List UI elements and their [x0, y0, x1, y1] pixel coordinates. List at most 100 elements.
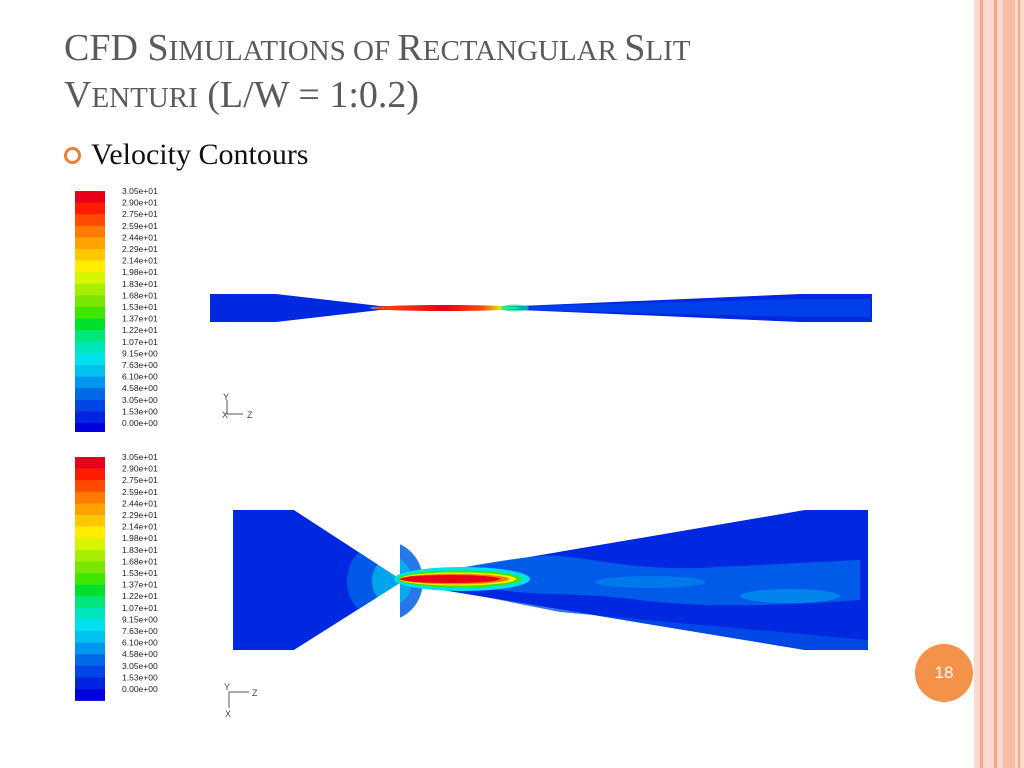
legend-label: 3.05e+00 [122, 661, 158, 671]
jet-core-top [370, 305, 520, 311]
title-line-1: CFD SIMULATIONS OF RECTANGULAR SLIT [64, 27, 691, 69]
legend-label: 2.29e+01 [122, 244, 158, 254]
legend-swatch [75, 491, 105, 504]
legend-swatch [75, 423, 105, 432]
legend-label: 7.63e+00 [122, 626, 158, 636]
legend-label: 4.58e+00 [122, 383, 158, 393]
legend-label: 9.15e+00 [122, 614, 158, 624]
page-number: 18 [934, 663, 954, 682]
bullet-item: Velocity Contours [64, 138, 309, 172]
legend-label: 6.10e+00 [122, 372, 158, 382]
legend-swatch [75, 538, 105, 551]
legend-label: 3.05e+00 [122, 395, 158, 405]
legend-label: 2.14e+01 [122, 256, 158, 266]
legend-label: 0.00e+00 [122, 684, 158, 694]
legend-swatch [75, 307, 105, 319]
legend-label: 0.00e+00 [122, 418, 158, 428]
legend-label: 1.98e+01 [122, 533, 158, 543]
legend-top: 3.05e+01 2.90e+012.75e+01 2.59e+012.44e+01… [75, 186, 158, 432]
velocity-contour-plot-top: 3.05e+01 2.90e+012.75e+01 2.59e+012.44e+01… [75, 186, 872, 432]
legend-label: 2.14e+01 [122, 522, 158, 532]
legend-swatch [75, 654, 105, 667]
legend-label: 4.58e+00 [122, 649, 158, 659]
legend-label: 1.83e+01 [122, 545, 158, 555]
legend-label: 2.90e+01 [122, 198, 158, 208]
legend-swatch [75, 365, 105, 377]
legend-swatch [75, 457, 105, 469]
legend-swatch [75, 260, 105, 273]
slide-title: CFD SIMULATIONS OF RECTANGULAR SLIT VENT… [64, 26, 944, 120]
legend-label: 2.29e+01 [122, 510, 158, 520]
legend-swatch [75, 272, 105, 285]
legend-label: 2.90e+01 [122, 464, 158, 474]
legend-label: 1.68e+01 [122, 290, 158, 300]
diffuser-core-flow-top [530, 299, 870, 317]
legend-swatch [75, 353, 105, 366]
legend-label: 6.10e+00 [122, 638, 158, 648]
legend-swatch [75, 619, 105, 632]
legend-label: 1.22e+01 [122, 591, 158, 601]
legend-label: 1.53e+00 [122, 406, 158, 416]
legend-swatch [75, 561, 105, 574]
legend-label: 1.68e+01 [122, 556, 158, 566]
legend-swatch [75, 411, 105, 424]
legend-label: 2.44e+01 [122, 232, 158, 242]
axis-label-horizontal-bottom: Z [252, 688, 258, 698]
legend-swatch [75, 631, 105, 643]
axis-triad-bottom: X Z Y [224, 682, 258, 719]
legend-label: 1.37e+01 [122, 580, 158, 590]
legend-swatch [75, 399, 105, 412]
legend-swatch [75, 596, 105, 609]
legend-swatch [75, 249, 105, 261]
decorative-side-stripes [974, 0, 1024, 768]
legend-swatch [75, 584, 105, 597]
axis-label-horizontal-top: Z [247, 410, 253, 420]
legend-swatch [75, 318, 105, 331]
legend-label: 2.75e+01 [122, 209, 158, 219]
legend-swatch [75, 642, 105, 655]
title-line-2: VENTURI (L/W = 1:0.2) [64, 74, 420, 116]
legend-label: 1.07e+01 [122, 603, 158, 613]
legend-swatch [75, 665, 105, 678]
legend-label: 2.59e+01 [122, 221, 158, 231]
legend-label: 3.05e+01 [122, 452, 158, 462]
velocity-contour-plot-bottom: 3.05e+01 2.90e+012.75e+01 2.59e+012.44e+01… [75, 452, 868, 722]
axis-label-origin-top: X [222, 410, 228, 420]
legend-bottom: 3.05e+01 2.90e+012.75e+01 2.59e+012.44e+01… [75, 452, 158, 701]
legend-label: 3.05e+01 [122, 186, 158, 196]
legend-swatch [75, 225, 105, 238]
recirculation-zone-2 [740, 589, 840, 603]
legend-swatch [75, 689, 105, 701]
axis-label-vertical-bottom: X [225, 709, 231, 719]
axis-label-vertical-top: Y [223, 392, 229, 402]
lower-wall-boundary-layer [400, 583, 868, 650]
legend-label: 1.53e+01 [122, 302, 158, 312]
legend-swatch [75, 376, 105, 389]
legend-label: 2.75e+01 [122, 475, 158, 485]
legend-label: 1.37e+01 [122, 314, 158, 324]
legend-swatch [75, 237, 105, 250]
legend-label: 2.44e+01 [122, 498, 158, 508]
axis-triad-top: Y Z X [222, 392, 253, 420]
legend-swatch [75, 295, 105, 308]
legend-swatch [75, 283, 105, 296]
legend-label: 1.83e+01 [122, 279, 158, 289]
legend-swatch [75, 202, 105, 215]
legend-swatch [75, 549, 105, 562]
page-number-badge: 18 [915, 644, 973, 702]
legend-swatch [75, 607, 105, 620]
legend-swatch [75, 515, 105, 527]
legend-label: 1.98e+01 [122, 267, 158, 277]
legend-swatch [75, 480, 105, 493]
legend-swatch [75, 388, 105, 401]
legend-label: 1.22e+01 [122, 325, 158, 335]
legend-label: 7.63e+00 [122, 360, 158, 370]
legend-swatch [75, 526, 105, 539]
legend-swatch [75, 503, 105, 516]
venturi-walls-bottom-mask-top [294, 452, 400, 579]
legend-label: 9.15e+00 [122, 348, 158, 358]
legend-label: 1.53e+00 [122, 672, 158, 682]
legend-swatch [75, 330, 105, 343]
legend-label: 1.07e+01 [122, 337, 158, 347]
legend-swatch [75, 468, 105, 481]
